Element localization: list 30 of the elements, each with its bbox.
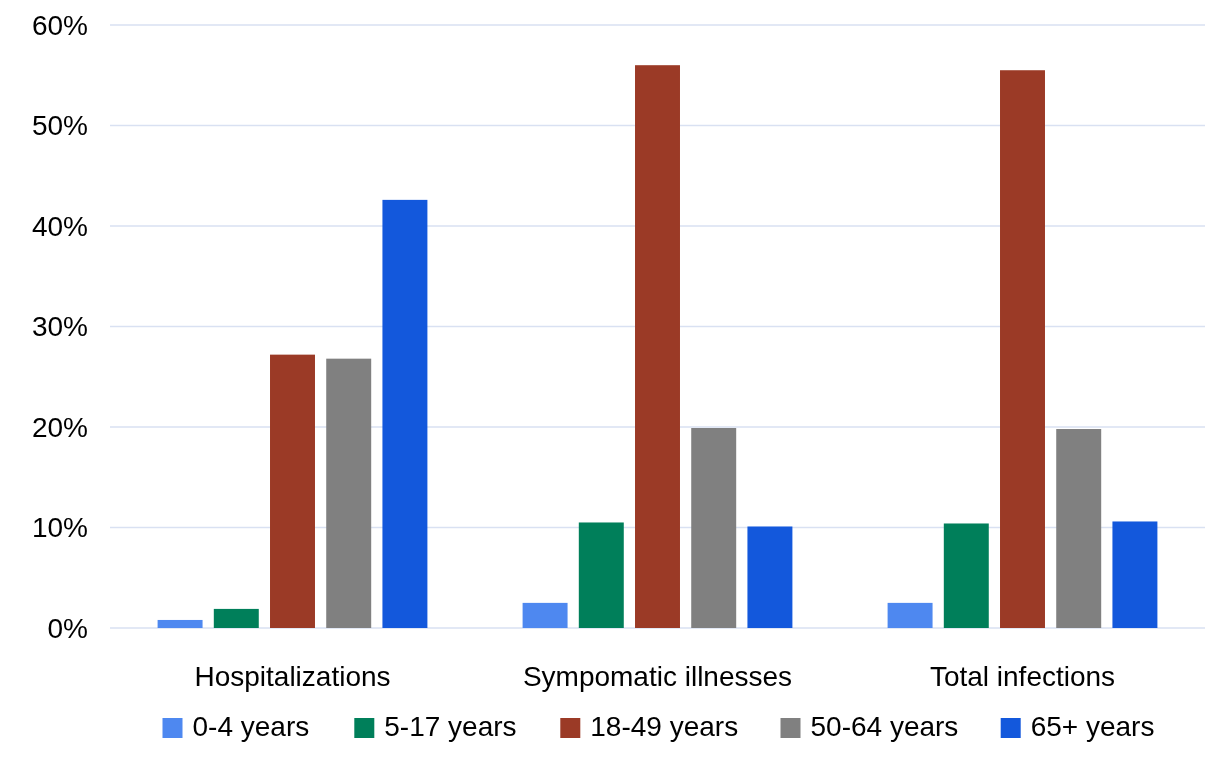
bar	[1000, 70, 1045, 628]
x-tick-label: Sympomatic illnesses	[522, 661, 793, 692]
bar	[943, 523, 989, 628]
bar	[213, 608, 259, 628]
legend-label: 5-17 years	[384, 711, 517, 742]
bar	[691, 428, 737, 628]
x-tick-label: Hospitalizations	[194, 661, 391, 692]
y-tick-label: 20%	[31, 411, 88, 443]
bar	[522, 602, 568, 628]
bar	[747, 526, 793, 628]
legend-label: 18-49 years	[590, 711, 739, 742]
bar	[1112, 521, 1158, 628]
legend-label: 65+ years	[1030, 711, 1155, 742]
bar	[326, 358, 372, 628]
y-tick-label: 50%	[31, 110, 88, 142]
bar	[382, 199, 428, 628]
legend-label: 0-4 years	[192, 711, 310, 742]
bar	[270, 354, 315, 628]
y-tick-label: 0%	[47, 612, 88, 644]
bar	[887, 602, 933, 628]
y-tick-label: 60%	[31, 9, 88, 41]
legend-label: 50-64 years	[810, 711, 959, 742]
y-tick-label: 10%	[31, 512, 88, 544]
bar	[1056, 429, 1102, 628]
y-tick-label: 30%	[31, 311, 88, 343]
bar	[635, 65, 680, 628]
y-tick-label: 40%	[31, 210, 88, 242]
bar	[578, 522, 624, 628]
x-tick-label: Total infections	[929, 661, 1116, 692]
bar	[157, 619, 203, 628]
